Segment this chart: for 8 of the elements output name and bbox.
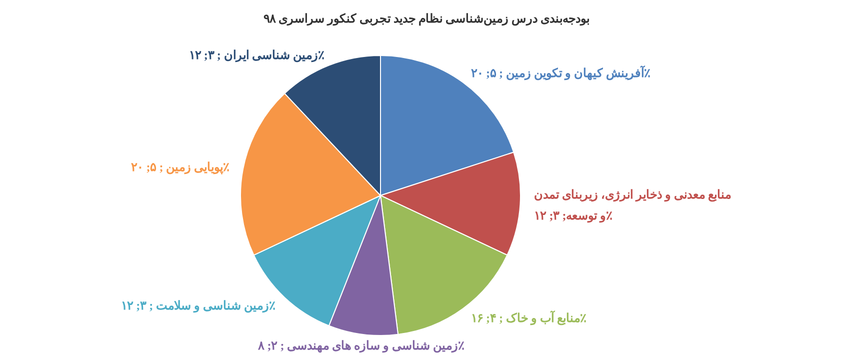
slice-label: زمین شناسی و سلامت ; ۳; ۱۲٪	[121, 298, 276, 314]
slice-label: زمین شناسی ایران ; ۳; ۱۲٪	[188, 48, 325, 63]
slice-label: آفرینش کیهان و تکوین زمین ; ۵; ۲۰٪	[471, 64, 652, 82]
slice-label: پویایی زمین ; ۵; ۲۰٪	[131, 160, 230, 176]
slice-label: منابع آب و خاک ; ۴; ۱۶٪	[471, 308, 588, 326]
slice-label: زمین شناسی و سازه های مهندسی ; ۲; ۸٪	[257, 338, 466, 354]
slice-label: منابع معدنی و ذخایر انرژی، زیربنای تمدن و توسعه; ۳; ۱۲٪	[534, 187, 732, 224]
chart-title: بودجه‌بندی درس زمین‌شناسی نظام جدید تجربی کنکور سراسری ۹۸	[264, 12, 590, 26]
